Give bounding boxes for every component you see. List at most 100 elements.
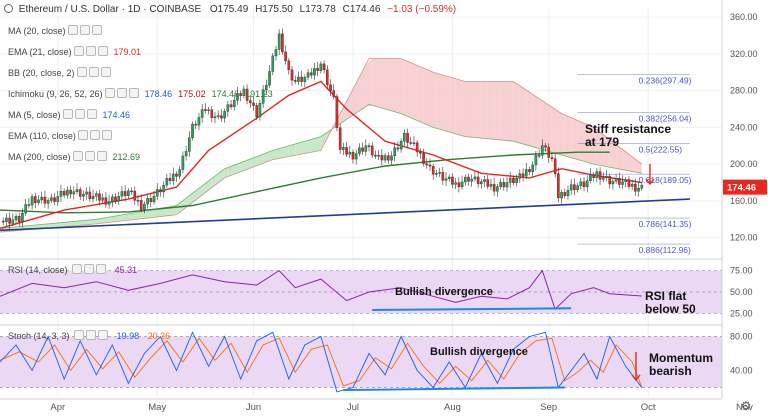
candle-body [200,109,204,118]
cloud-segment [57,222,65,228]
candle-body [598,171,602,180]
stiff-resistance-note: Stiff resistance at 179 [585,123,671,149]
candle-body [582,181,586,188]
candle-body [579,181,583,186]
settings-gear-icon[interactable]: ⚙ [741,399,752,413]
candle-body [361,147,364,152]
rsi-divergence-note: Bullish divergence [395,286,493,298]
interval: 1D [127,4,141,15]
candle-body [435,173,438,175]
candle-body [130,190,133,193]
eye-icon[interactable] [67,25,78,35]
close-icon[interactable] [98,330,109,340]
candle-body [367,145,371,147]
candle-body [127,190,130,196]
eye-icon[interactable] [62,109,73,119]
candle-body [518,173,522,179]
candle-body [428,164,432,167]
candle-body [101,197,104,201]
candle-body [447,176,451,179]
candle-body [274,49,278,57]
candle-body [165,178,169,186]
eye-icon[interactable] [73,46,84,56]
cloud-segment [397,58,405,116]
gear-icon[interactable] [86,330,97,340]
cloud-segment [115,214,122,222]
close-icon[interactable] [91,25,102,35]
cloud-segment [385,58,392,111]
candle-body [123,191,127,196]
candle-body [17,216,21,222]
candle-body [111,196,114,202]
cloud-segment [51,222,58,228]
fib-label: 0.236(297.49) [639,76,692,86]
close-icon[interactable] [97,46,108,56]
close-icon[interactable] [96,151,107,161]
candle-body [403,133,406,142]
eye-icon[interactable] [76,67,87,77]
candle-body [547,146,551,158]
x-tick-label: Aug [444,402,461,413]
eye-icon[interactable] [74,330,85,340]
close-icon[interactable] [96,264,107,274]
candle-body [5,217,8,222]
gear-icon[interactable] [85,46,96,56]
candle-body [226,104,230,112]
close-icon[interactable] [86,109,97,119]
candle-body [98,193,101,201]
gear-icon[interactable] [84,264,95,274]
cloud-segment [372,58,379,108]
candle-body [155,189,159,197]
indicator-legend-row: Ichimoku (9, 26, 52, 26) 178.46 175.02 174.… [8,88,273,99]
symbol-toggle-icon[interactable] [4,4,13,13]
rsi-value: 45.31 [114,265,138,275]
candle-body [460,181,464,188]
gear-icon[interactable] [79,25,90,35]
candle-body [557,173,560,199]
eye-icon[interactable] [72,151,83,161]
cloud-segment [147,209,155,218]
candle-body [293,79,297,82]
cloud-segment [590,126,597,165]
candle-body [24,204,27,214]
candle-body [415,142,419,153]
candle-body [181,155,185,170]
candle-body [239,93,242,96]
candle-body [512,177,515,183]
cloud-segment [365,58,373,107]
eye-icon[interactable] [72,264,83,274]
gear-icon[interactable] [116,88,127,98]
candle-body [393,147,396,156]
gear-icon[interactable] [74,109,85,119]
cloud-segment [192,188,199,203]
candle-body [66,189,69,196]
close-icon[interactable] [100,67,111,77]
candle-body [223,111,226,119]
gear-icon[interactable] [89,130,100,140]
cloud-segment [616,144,623,170]
gear-icon[interactable] [88,67,99,77]
gear-icon[interactable] [84,151,95,161]
candle-body [326,69,329,85]
ohlc-low: L173.78 [299,4,336,15]
cloud-segment [494,81,501,140]
cloud-segment [186,193,193,208]
candle-body [589,174,592,181]
close-icon[interactable] [128,88,139,98]
candle-body [232,99,236,108]
cloud-segment [359,64,366,111]
candle-body [178,169,181,177]
stoch-divergence-note: Bullish divergence [430,346,528,358]
x-tick-label: Jun [246,402,261,413]
close-icon[interactable] [101,130,112,140]
eye-icon[interactable] [77,130,88,140]
candle-body [284,51,287,62]
candle-body [268,71,271,86]
eye-icon[interactable] [104,88,115,98]
stoch-legend: Stoch (14, 3, 3) 19.98 20.26 [8,330,170,341]
ohlc-high: H175.50 [255,4,293,15]
cloud-segment [263,151,270,164]
candle-body [611,180,615,185]
candle-body [188,137,191,152]
